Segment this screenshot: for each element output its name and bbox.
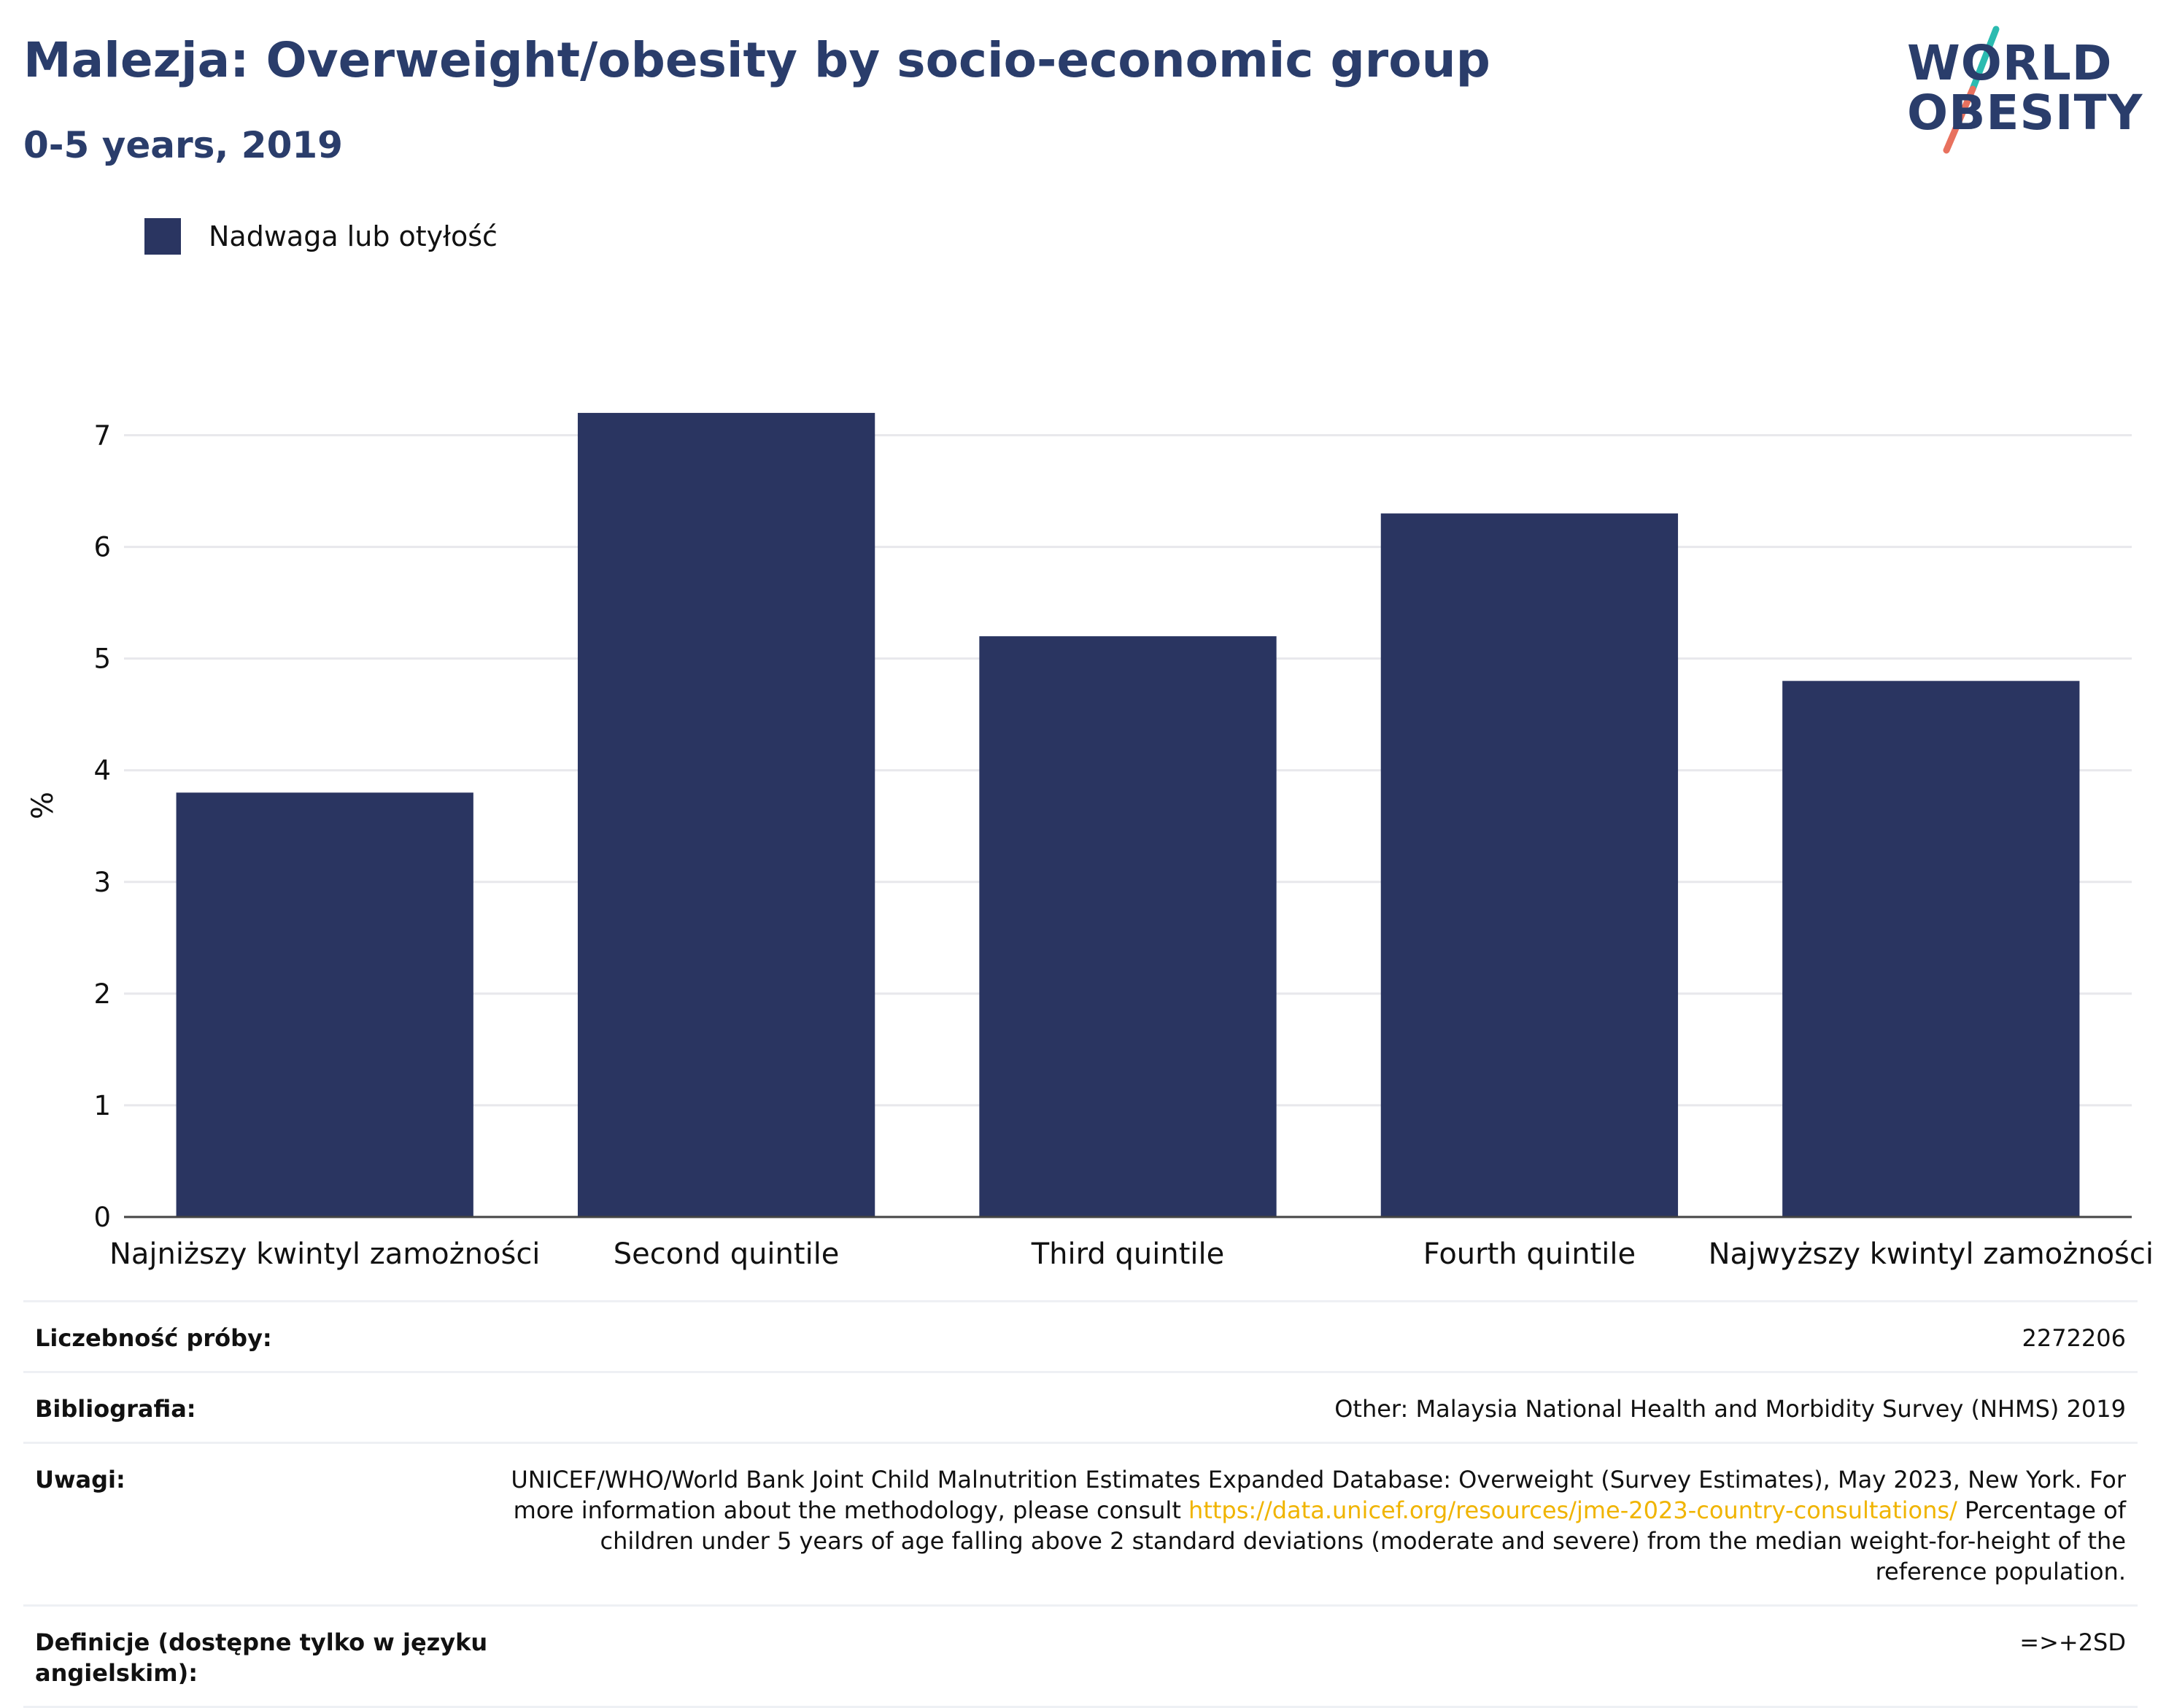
x-tick-label: Najwyższy kwintyl zamożności <box>1709 1237 2154 1271</box>
legend-swatch <box>144 218 181 255</box>
bar-chart: 0 1 2 3 4 5 6 7% Najniższy kwintyl zamożności Sec… <box>26 412 2154 1271</box>
notes-value: UNICEF/WHO/World Bank Joint Child Malnut… <box>507 1464 2126 1587</box>
legend: Nadwaga lub otyłość <box>144 216 498 257</box>
bibliography-label: Bibliografia: <box>35 1395 196 1423</box>
world-obesity-logo: WORLD OBESITY <box>1897 22 2145 161</box>
sample-size-value: 2272206 <box>2022 1324 2126 1352</box>
footer-row-definitions: Definicje (dostępne tylko w języku angie… <box>23 1604 2138 1708</box>
bar <box>577 412 875 1218</box>
chart-subtitle: 0-5 years, 2019 <box>23 124 343 166</box>
y-tick-label: 7 <box>93 420 111 452</box>
methodology-link[interactable]: https://data.unicef.org/resources/jme-20… <box>1188 1496 1957 1524</box>
logo-text-obesity: OBESITY <box>1907 85 2143 141</box>
bar <box>1782 681 2080 1217</box>
notes-text-part2: Percentage of children under 5 years of … <box>600 1496 2127 1585</box>
x-tick-label: Third quintile <box>1031 1237 1224 1271</box>
y-tick-label: 5 <box>93 644 111 675</box>
y-tick-label: 0 <box>93 1202 111 1233</box>
sample-size-label: Liczebność próby: <box>35 1324 272 1352</box>
chart-title: Malezja: Overweight/obesity by socio-eco… <box>23 32 1490 88</box>
y-tick-label: 1 <box>93 1090 111 1121</box>
logo-text-world: WORLD <box>1907 35 2113 91</box>
footer-row-sample: Liczebność próby: 2272206 <box>23 1300 2138 1371</box>
x-tick-label: Fourth quintile <box>1423 1237 1636 1271</box>
y-axis-label: % <box>26 792 60 819</box>
y-tick-label: 3 <box>93 867 111 898</box>
legend-label: Nadwaga lub otyłość <box>209 220 498 252</box>
notes-label: Uwagi: <box>35 1466 125 1493</box>
bar <box>979 636 1277 1217</box>
chart-footer: Liczebność próby: 2272206 Bibliografia: … <box>23 1300 2138 1708</box>
definitions-value: =>+2SD <box>2019 1628 2126 1656</box>
x-tick-label: Second quintile <box>614 1237 840 1271</box>
x-tick-label: Najniższy kwintyl zamożności <box>109 1237 540 1271</box>
notes-text-part1: UNICEF/WHO/World Bank Joint Child Malnut… <box>511 1466 2126 1524</box>
logo-slash-icon <box>1943 26 2000 154</box>
y-tick-label: 4 <box>93 755 111 787</box>
definitions-label: Definicje (dostępne tylko w języku angie… <box>35 1628 488 1687</box>
footer-row-notes: Uwagi: UNICEF/WHO/World Bank Joint Child… <box>23 1442 2138 1604</box>
y-tick-label: 2 <box>93 978 111 1010</box>
y-tick-label: 6 <box>93 532 111 563</box>
bar <box>176 792 473 1217</box>
bar <box>1380 513 1679 1217</box>
footer-row-bibliography: Bibliografia: Other: Malaysia National H… <box>23 1371 2138 1442</box>
bibliography-value: Other: Malaysia National Health and Morb… <box>1334 1395 2126 1423</box>
